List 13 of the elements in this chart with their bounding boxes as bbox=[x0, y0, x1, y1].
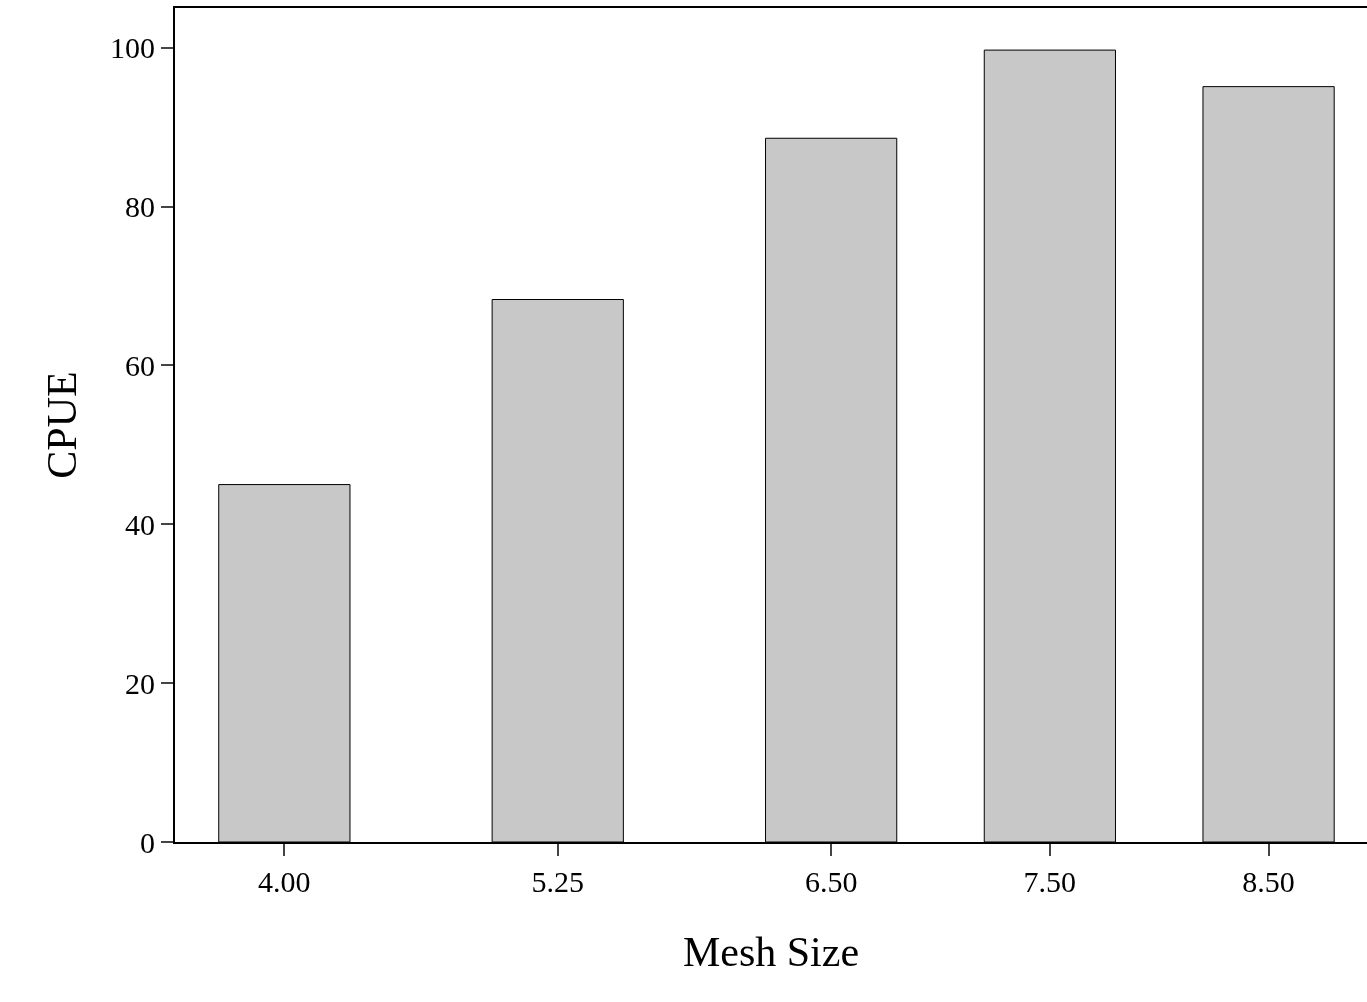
x-axis-title: Mesh Size bbox=[682, 929, 860, 976]
x-tick-label: 8.50 bbox=[1242, 865, 1295, 898]
y-tick-label: 0 bbox=[140, 825, 155, 859]
y-axis-title: CPUE bbox=[39, 371, 86, 479]
y-tick-label: 60 bbox=[125, 348, 155, 382]
y-tick-label: 100 bbox=[110, 31, 155, 65]
y-tick-label: 40 bbox=[125, 507, 155, 541]
y-tick-label: 20 bbox=[125, 666, 155, 700]
x-tick-label: 7.50 bbox=[1023, 865, 1077, 898]
x-tick-label: 4.00 bbox=[258, 865, 311, 898]
x-tick-label: 5.25 bbox=[531, 865, 584, 898]
x-tick-label: 6.50 bbox=[804, 865, 858, 898]
y-tick-label: 80 bbox=[125, 190, 155, 224]
